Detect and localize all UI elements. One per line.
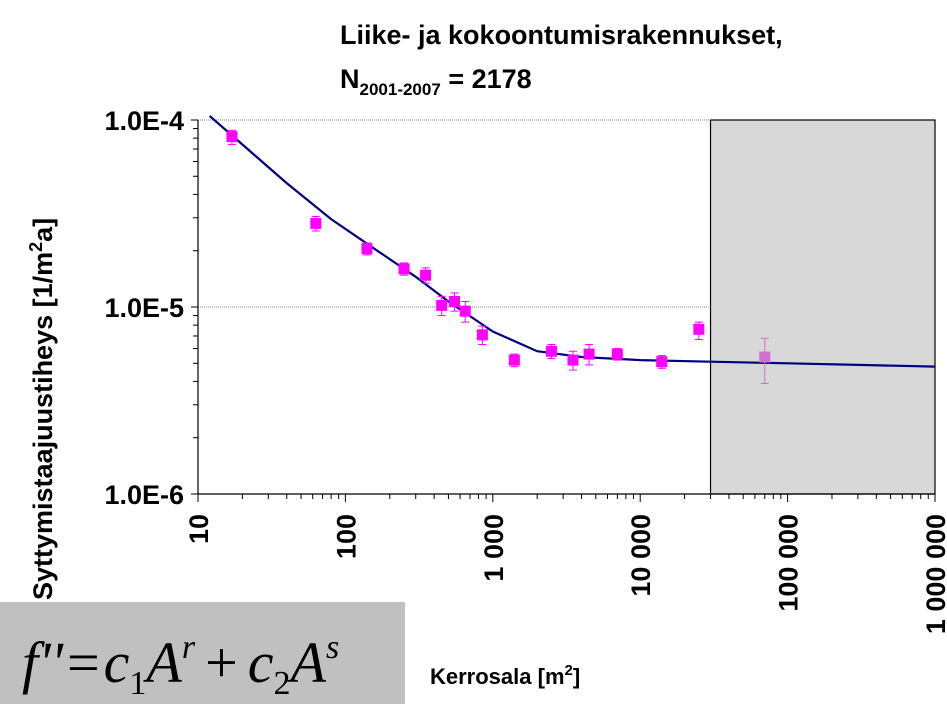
point-marker	[459, 305, 471, 317]
axes	[191, 119, 936, 502]
data-point-12	[583, 344, 595, 366]
data-point-14	[656, 355, 668, 369]
x-tick-label: 1 000	[479, 514, 509, 582]
point-marker	[226, 131, 238, 143]
formula-box	[0, 602, 405, 704]
point-marker	[310, 217, 322, 229]
x-tick-label: 10	[184, 514, 214, 544]
x-axis-label: Kerrosala [m2]	[430, 662, 580, 689]
point-marker	[611, 348, 623, 360]
data-point-9	[508, 353, 520, 368]
x-tick-label: 1 000 000	[921, 514, 947, 634]
data-point-5	[436, 295, 448, 317]
y-tick-label: 1.0E-4	[104, 106, 184, 136]
point-marker	[545, 345, 557, 357]
formula-text: f''=c1Ar + c2As	[22, 629, 339, 702]
gridlines	[198, 119, 711, 308]
data-point-15	[693, 321, 705, 341]
y-tick-labels: 1.0E-4 1.0E-5 1.0E-6	[104, 106, 184, 510]
point-marker	[583, 348, 595, 360]
fit-curve-line	[208, 115, 936, 368]
point-marker	[449, 296, 461, 308]
point-marker	[567, 354, 579, 366]
data-point-3	[398, 262, 410, 276]
point-marker	[476, 329, 488, 341]
fit-curve	[208, 115, 936, 368]
title-subscript: 2001-2007	[360, 80, 441, 99]
data-points	[226, 129, 771, 384]
point-marker	[420, 269, 432, 281]
point-marker	[436, 299, 448, 311]
x-tick-label: 100	[331, 514, 361, 559]
y-axis-label: Syttymistaajuustiheys [1/m2a]	[26, 218, 58, 600]
data-point-11	[567, 350, 579, 371]
data-point-10	[545, 344, 557, 360]
chart-title-line1: Liike- ja kokoontumisrakennukset,	[340, 20, 783, 50]
shaded-region	[709, 119, 936, 495]
data-point-7	[459, 301, 471, 323]
y-tick-label: 1.0E-5	[104, 293, 184, 323]
data-point-6	[449, 292, 461, 312]
point-marker	[398, 263, 410, 275]
data-point-1	[310, 215, 322, 232]
data-point-13	[611, 347, 623, 361]
point-marker	[508, 354, 520, 366]
point-marker	[656, 356, 668, 368]
x-tick-label: 10 000	[626, 514, 656, 597]
data-point-8	[476, 325, 488, 346]
point-marker	[759, 351, 771, 363]
data-point-2	[361, 242, 373, 256]
point-marker	[361, 243, 373, 255]
chart-title-line2: N2001-2007 = 2178	[340, 64, 532, 99]
data-point-0	[226, 129, 238, 145]
point-marker	[693, 323, 705, 335]
data-point-16	[759, 337, 771, 384]
x-tick-labels: 10 100 1 000 10 000 100 000 1 000 000	[184, 514, 947, 634]
y-tick-label: 1.0E-6	[104, 480, 184, 510]
x-tick-label: 100 000	[774, 514, 804, 612]
data-point-4	[420, 267, 432, 284]
